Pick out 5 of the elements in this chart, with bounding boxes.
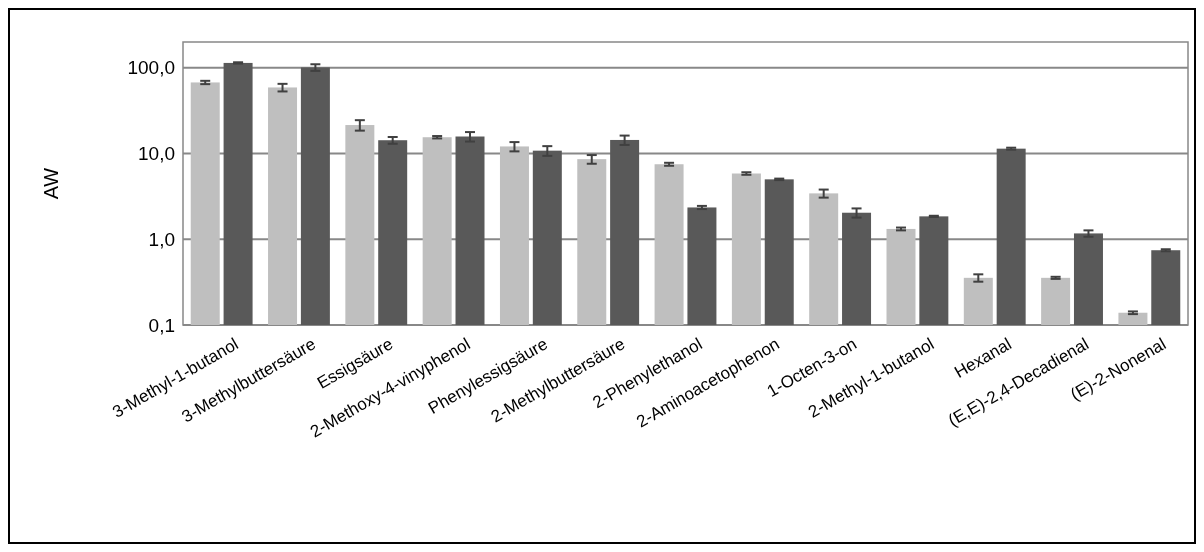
y-tick-label: 100,0 [127, 57, 175, 79]
y-axis-title: AW [40, 167, 62, 200]
y-tick-label: 10,0 [138, 143, 175, 165]
y-tick-label: 1,0 [148, 228, 175, 250]
y-tick-label: 0,1 [148, 314, 175, 336]
